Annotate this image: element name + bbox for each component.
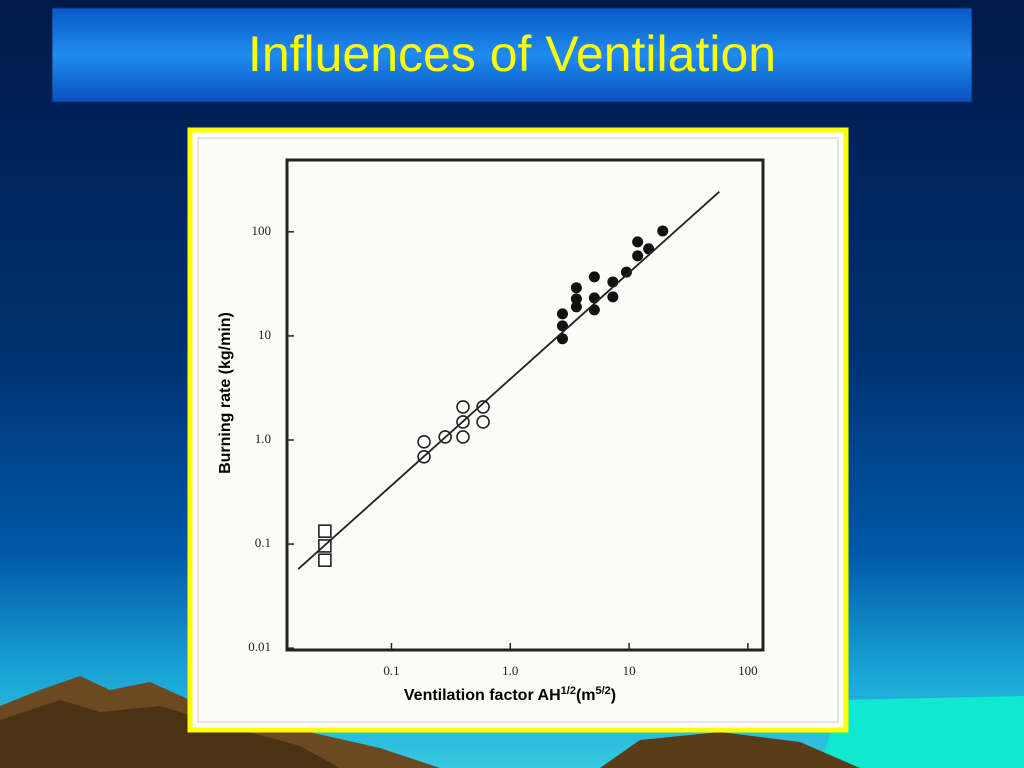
- filled-point: [632, 250, 644, 262]
- filled-point: [556, 308, 568, 320]
- x-label-part: Ventilation factor AH: [404, 687, 561, 704]
- filled-point: [607, 291, 619, 303]
- filled-point: [570, 301, 582, 313]
- open-point: [476, 415, 490, 429]
- square-point: [318, 553, 332, 567]
- y-tick-label: 1.0: [255, 431, 271, 446]
- filled-point: [632, 236, 644, 248]
- filled-point: [570, 293, 582, 305]
- filled-point: [620, 266, 632, 278]
- open-point: [476, 400, 490, 414]
- open-point: [456, 430, 470, 444]
- x-tick-label: 1.0: [502, 663, 518, 678]
- filled-point: [556, 333, 568, 345]
- x-tick-label: 10: [623, 663, 636, 678]
- x-label-sup: 1/2: [561, 685, 576, 697]
- title-bar: [51, 7, 973, 103]
- x-label-part: ): [611, 687, 616, 704]
- plot-frame: [285, 158, 765, 652]
- fit-line: [297, 191, 720, 570]
- filled-point: [570, 282, 582, 294]
- filled-point: [657, 225, 669, 237]
- mountain-shadow: [0, 700, 340, 768]
- y-tick-label: 0.01: [248, 639, 271, 654]
- open-point: [456, 400, 470, 414]
- x-label-sup: 5/2: [596, 685, 611, 697]
- filled-point: [607, 276, 619, 288]
- filled-point: [588, 271, 600, 283]
- open-point: [417, 435, 431, 449]
- y-tick-label: 0.1: [255, 535, 271, 550]
- x-label-part: (m: [576, 687, 596, 704]
- square-point: [318, 524, 332, 538]
- x-axis-label: Ventilation factor AH1/2(m5/2): [404, 685, 616, 704]
- chart-paper: [197, 137, 839, 723]
- filled-point: [588, 292, 600, 304]
- x-tick-label: 0.1: [383, 663, 399, 678]
- y-tick-label: 100: [252, 223, 272, 238]
- y-tick-label: 10: [258, 327, 271, 342]
- slide-title: Influences of Ventilation: [248, 26, 776, 82]
- y-axis-label: Burning rate (kg/min): [217, 312, 234, 474]
- x-tick-label: 100: [738, 663, 758, 678]
- mountain: [600, 732, 860, 768]
- filled-point: [556, 320, 568, 332]
- sea: [820, 696, 1024, 768]
